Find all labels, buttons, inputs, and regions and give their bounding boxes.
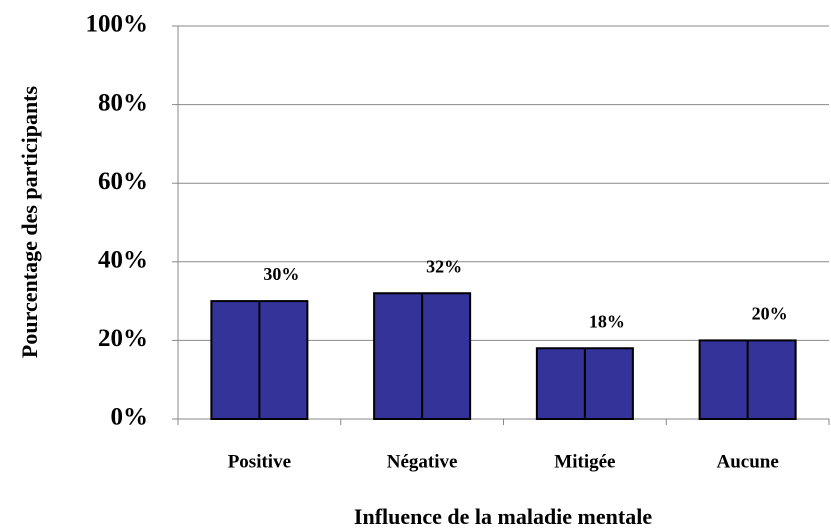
x-tick-label: Négative: [387, 451, 458, 472]
x-tick-label: Aucune: [716, 451, 778, 472]
y-tick-label: 60%: [98, 168, 148, 195]
value-label: 32%: [426, 256, 462, 276]
y-tick-label: 100%: [86, 11, 149, 38]
x-tick-label: Positive: [228, 451, 291, 472]
x-axis-title: Influence de la maladie mentale: [354, 504, 652, 529]
y-tick-label: 20%: [98, 325, 148, 352]
y-tick-label: 80%: [98, 89, 148, 116]
value-label: 20%: [752, 304, 788, 324]
y-tick-label: 0%: [111, 404, 149, 431]
y-axis-title: Pourcentage des participants: [17, 86, 42, 359]
x-tick-label: Mitigée: [554, 451, 615, 472]
value-label: 30%: [263, 264, 299, 284]
y-tick-label: 40%: [98, 247, 148, 274]
value-label: 18%: [589, 311, 625, 331]
